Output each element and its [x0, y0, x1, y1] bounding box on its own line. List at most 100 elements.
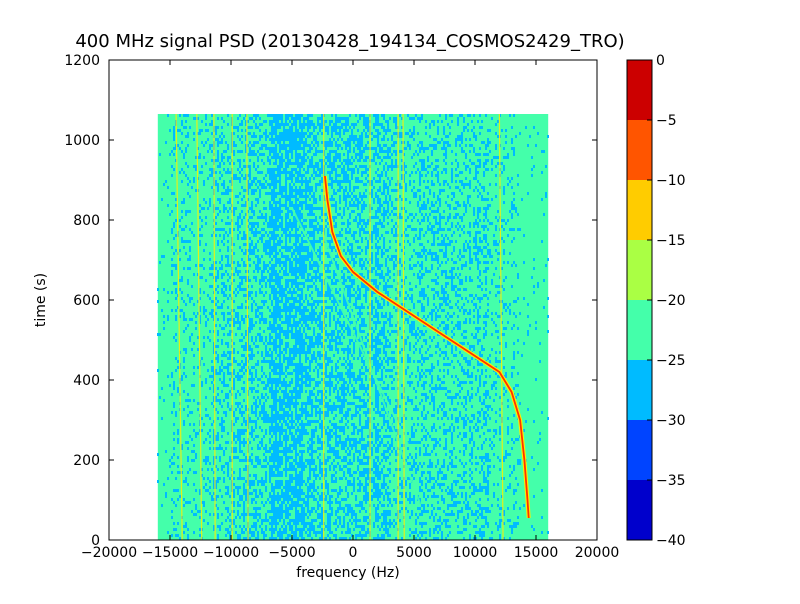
noise-cell [275, 372, 277, 375]
noise-cell [263, 405, 265, 408]
noise-cell [203, 336, 205, 339]
noise-cell [281, 219, 283, 222]
noise-cell [253, 189, 255, 192]
noise-cell [199, 156, 201, 159]
noise-cell [263, 531, 265, 534]
noise-cell [227, 261, 229, 264]
noise-cell [225, 270, 227, 273]
noise-cell [227, 123, 229, 126]
noise-cell [241, 459, 243, 462]
noise-cell [305, 189, 307, 192]
noise-cell [187, 177, 189, 180]
noise-cell [233, 210, 235, 213]
noise-cell [271, 132, 273, 135]
noise-cell [305, 246, 307, 249]
noise-cell [275, 441, 277, 444]
noise-cell [295, 123, 297, 126]
noise-cell [297, 372, 299, 375]
noise-cell [325, 219, 327, 222]
noise-cell [283, 168, 285, 171]
noise-cell [263, 294, 265, 297]
noise-cell [249, 246, 251, 249]
noise-cell [317, 294, 319, 297]
noise-cell [273, 345, 275, 348]
noise-cell [187, 459, 189, 462]
noise-cell [275, 453, 277, 456]
noise-cell [307, 450, 309, 453]
noise-cell [327, 459, 329, 462]
noise-cell [223, 453, 225, 456]
noise-cell [163, 255, 165, 258]
noise-cell [305, 204, 307, 207]
noise-cell [251, 357, 253, 360]
noise-cell [301, 138, 303, 141]
noise-cell [267, 420, 269, 423]
noise-cell [261, 216, 263, 219]
noise-cell [185, 252, 187, 255]
noise-cell [245, 441, 247, 444]
noise-cell [285, 528, 287, 531]
noise-cell [301, 324, 303, 327]
noise-cell [289, 231, 291, 234]
noise-cell [279, 201, 281, 204]
noise-cell [301, 444, 303, 447]
noise-cell [243, 417, 245, 420]
noise-cell [273, 246, 275, 249]
noise-cell [279, 513, 281, 516]
noise-cell [245, 528, 247, 531]
noise-cell [281, 294, 283, 297]
noise-cell [275, 483, 277, 486]
noise-cell [237, 363, 239, 366]
noise-cell [279, 420, 281, 423]
noise-cell [233, 519, 235, 522]
noise-cell [311, 393, 313, 396]
noise-cell [303, 153, 305, 156]
noise-cell [233, 483, 235, 486]
noise-cell [315, 126, 317, 129]
noise-cell [273, 129, 275, 132]
noise-cell [255, 153, 257, 156]
noise-cell [159, 333, 161, 336]
noise-cell [257, 534, 259, 537]
noise-cell [235, 177, 237, 180]
noise-cell [185, 213, 187, 216]
noise-cell [319, 171, 321, 174]
noise-cell [181, 378, 183, 381]
noise-cell [179, 219, 181, 222]
noise-cell [223, 282, 225, 285]
noise-cell [301, 333, 303, 336]
noise-cell [303, 429, 305, 432]
noise-cell [227, 492, 229, 495]
noise-cell [225, 492, 227, 495]
noise-cell [273, 207, 275, 210]
noise-cell [285, 228, 287, 231]
noise-cell [227, 507, 229, 510]
noise-cell [279, 249, 281, 252]
noise-cell [279, 351, 281, 354]
noise-cell [267, 264, 269, 267]
noise-cell [273, 408, 275, 411]
noise-cell [273, 402, 275, 405]
noise-cell [261, 183, 263, 186]
noise-cell [303, 195, 305, 198]
noise-cell [227, 333, 229, 336]
noise-cell [289, 306, 291, 309]
noise-cell [335, 396, 337, 399]
noise-cell [243, 468, 245, 471]
noise-cell [209, 492, 211, 495]
noise-cell [321, 288, 323, 291]
noise-cell [335, 156, 337, 159]
noise-cell [309, 414, 311, 417]
noise-cell [225, 507, 227, 510]
noise-cell [305, 270, 307, 273]
noise-cell [289, 174, 291, 177]
noise-cell [173, 237, 175, 240]
noise-cell [291, 135, 293, 138]
noise-cell [253, 387, 255, 390]
noise-cell [279, 426, 281, 429]
noise-cell [203, 183, 205, 186]
noise-cell [263, 435, 265, 438]
noise-cell [333, 123, 335, 126]
noise-cell [301, 366, 303, 369]
noise-cell [303, 159, 305, 162]
